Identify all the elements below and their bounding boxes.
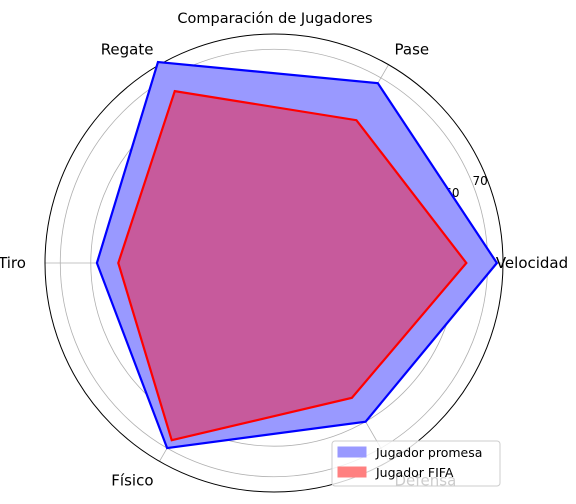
r-tick-label: 70 [472,174,487,188]
legend-swatch-jugador-promesa [338,447,366,457]
axis-label-fisico: Físico [111,472,153,490]
axis-label-velocidad: Velocidad [496,254,568,272]
chart-title: Comparación de Jugadores [177,11,372,27]
series-layer [97,62,497,448]
legend-label-jugador-fifa: Jugador FIFA [375,465,454,480]
axis-label-regate: Regate [101,40,154,58]
axis-label-tiro: Tiro [0,254,26,272]
legend: Jugador promesa Jugador FIFA [332,441,500,486]
axis-label-pase: Pase [395,40,430,58]
legend-swatch-jugador-fifa [338,467,366,477]
legend-label-jugador-promesa: Jugador promesa [375,445,482,460]
